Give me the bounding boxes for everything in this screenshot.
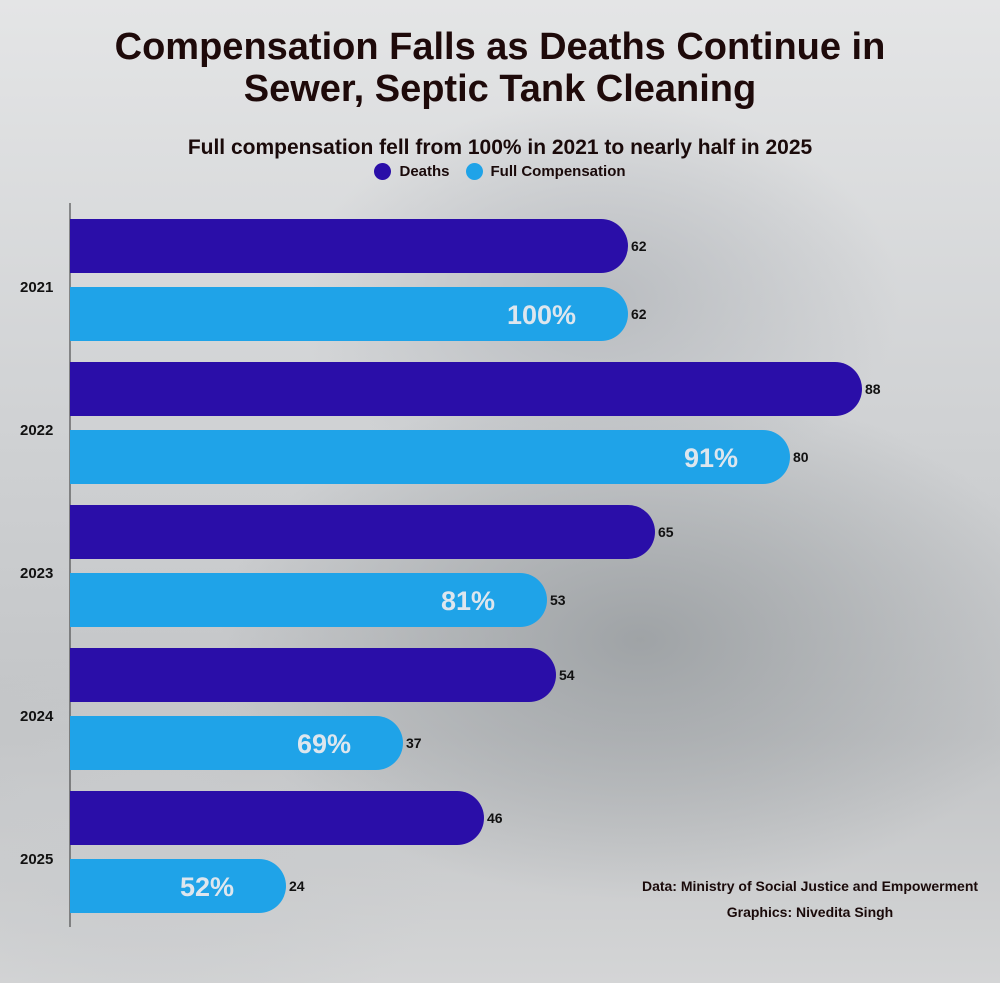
y-tick-label-2021: 2021 (20, 279, 53, 296)
data-label-deaths-2023: 65 (658, 524, 674, 540)
data-label-compensation-2025: 24 (289, 878, 305, 894)
y-tick-label-2025: 2025 (20, 851, 53, 868)
bar-deaths-2024 (70, 648, 556, 702)
y-tick-label-2024: 2024 (20, 708, 54, 725)
bar-deaths-2023 (70, 505, 655, 559)
percent-label-2023: 81% (441, 586, 495, 616)
data-label-compensation-2024: 37 (406, 735, 422, 751)
legend-swatch-compensation (465, 163, 483, 180)
chart-title: Compensation Falls as Deaths Continue in… (0, 26, 1000, 110)
title-line-1: Compensation Falls as Deaths Continue in (114, 26, 886, 68)
y-tick-label-2022: 2022 (20, 422, 53, 439)
bar-deaths-2021 (70, 219, 628, 273)
chart-subtitle: Full compensation fell from 100% in 2021… (187, 136, 813, 159)
data-label-deaths-2022: 88 (865, 381, 881, 397)
percent-label-2021: 100% (507, 300, 576, 330)
bar-deaths-2025 (70, 791, 484, 845)
legend: Deaths Full Compensation (0, 163, 1000, 180)
percent-label-2025: 52% (180, 872, 234, 902)
legend-swatch-deaths (374, 163, 392, 180)
title-line-2: Sewer, Septic Tank Cleaning (243, 68, 757, 110)
legend-label-compensation: Full Compensation (490, 163, 626, 180)
graphics-credit: Graphics: Nivedita Singh (726, 904, 894, 920)
percent-label-2022: 91% (684, 443, 738, 473)
data-label-compensation-2023: 53 (550, 592, 566, 608)
bar-compensation-2024 (70, 716, 403, 770)
bar-deaths-2022 (70, 362, 862, 416)
bar-compensation-2025 (70, 859, 286, 913)
data-label-deaths-2024: 54 (559, 667, 575, 683)
data-label-deaths-2021: 62 (631, 238, 647, 254)
source-credit: Data: Ministry of Social Justice and Emp… (641, 878, 979, 894)
percent-label-2024: 69% (297, 729, 351, 759)
legend-label-deaths: Deaths (399, 163, 450, 180)
bar-compensation-2021 (70, 287, 628, 341)
data-label-compensation-2021: 62 (631, 306, 647, 322)
legend-item-deaths: Deaths (374, 163, 450, 180)
legend-item-compensation: Full Compensation (465, 163, 626, 180)
bar-compensation-2022 (70, 430, 790, 484)
data-label-compensation-2022: 80 (793, 449, 809, 465)
data-label-deaths-2025: 46 (487, 810, 503, 826)
bar-compensation-2023 (70, 573, 547, 627)
y-tick-label-2023: 2023 (20, 565, 53, 582)
